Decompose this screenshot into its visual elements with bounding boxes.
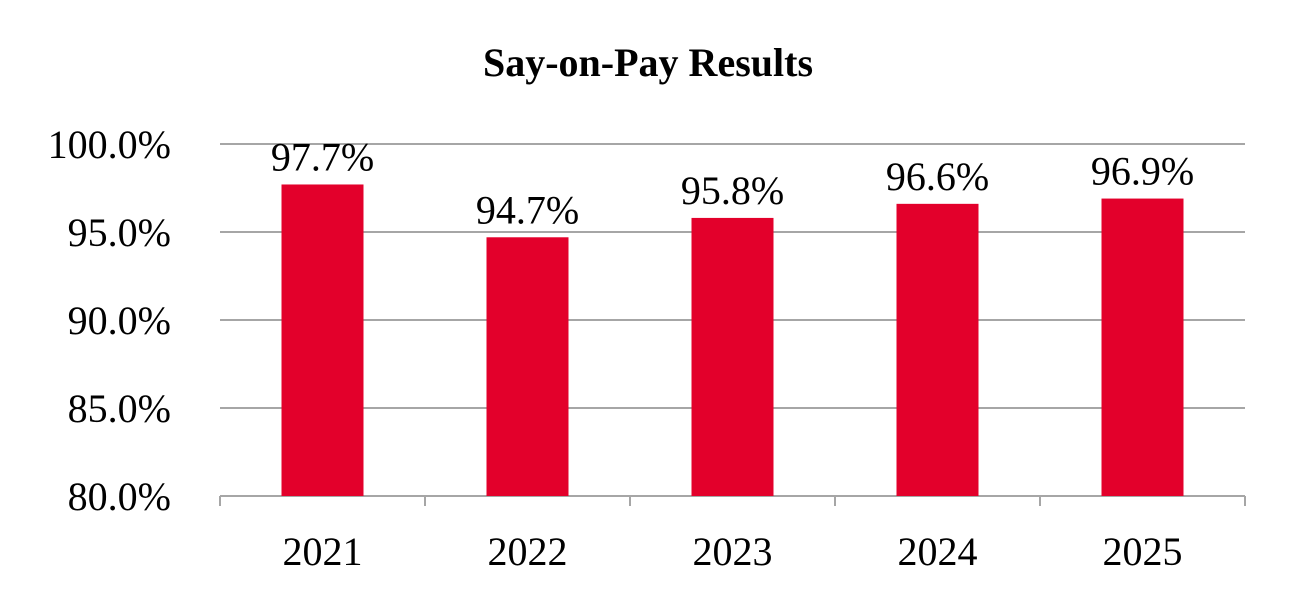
data-label-2024: 96.6% (886, 154, 989, 199)
x-tick-label-2023: 2023 (693, 529, 773, 574)
bar-2021 (281, 184, 364, 497)
data-label-2022: 94.7% (476, 187, 579, 232)
data-label-2021: 97.7% (271, 134, 374, 179)
y-axis-tick-labels: 80.0% 85.0% 90.0% 95.0% 100.0% (48, 122, 171, 519)
x-tick-label-2025: 2025 (1103, 529, 1183, 574)
x-tick-label-2021: 2021 (283, 529, 363, 574)
x-tick-label-2024: 2024 (898, 529, 978, 574)
bar-2023 (691, 217, 774, 497)
x-tick-label-2022: 2022 (488, 529, 568, 574)
y-tick-label: 90.0% (68, 298, 171, 343)
data-labels: 97.7% 94.7% 95.8% 96.6% 96.9% (271, 134, 1194, 232)
bars (281, 184, 1184, 497)
y-tick-label: 100.0% (48, 122, 171, 167)
y-tick-label: 85.0% (68, 386, 171, 431)
data-label-2023: 95.8% (681, 168, 784, 213)
data-label-2025: 96.9% (1091, 149, 1194, 194)
x-axis-tick-labels: 2021 2022 2023 2024 2025 (283, 529, 1183, 574)
y-tick-label: 95.0% (68, 210, 171, 255)
bar-2022 (486, 237, 569, 496)
axes (219, 495, 1246, 506)
bar-2025 (1101, 198, 1184, 496)
y-tick-label: 80.0% (68, 474, 171, 519)
bar-2024 (896, 203, 979, 496)
chart-title: Say-on-Pay Results (483, 40, 813, 85)
